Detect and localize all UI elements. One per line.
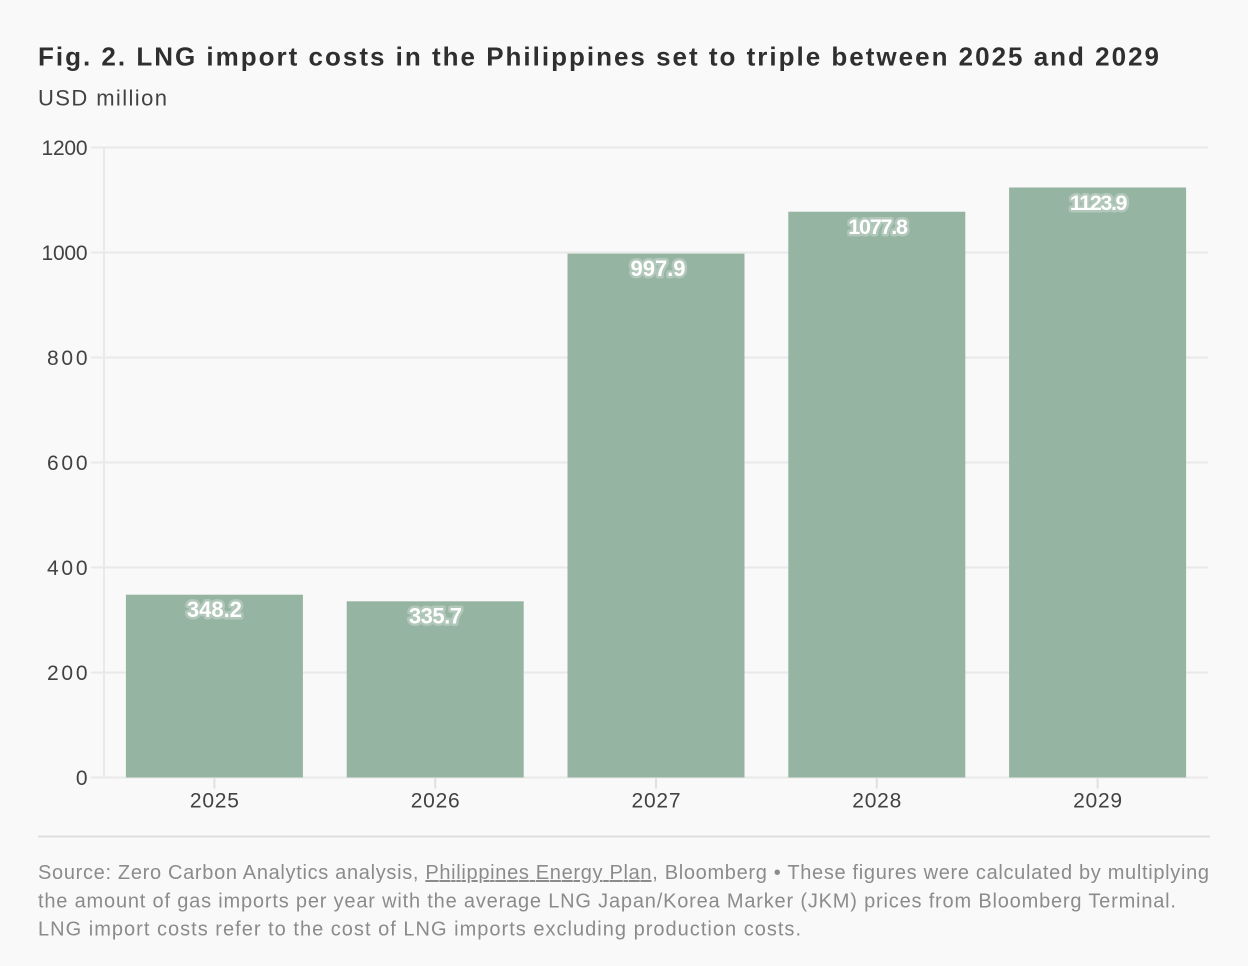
svg-text:Source: Zero Carbon Analytics: Source: Zero Carbon Analytics analysis, … xyxy=(38,862,1209,884)
svg-text:1077.8: 1077.8 xyxy=(848,215,908,239)
svg-text:USD million: USD million xyxy=(38,86,167,111)
svg-text:800: 800 xyxy=(47,347,88,370)
svg-text:600: 600 xyxy=(47,452,88,475)
svg-text:1200: 1200 xyxy=(42,137,88,160)
svg-text:335.7: 335.7 xyxy=(409,604,462,629)
svg-text:1000: 1000 xyxy=(42,242,88,265)
svg-text:2026: 2026 xyxy=(411,790,460,813)
svg-text:2025: 2025 xyxy=(190,790,239,813)
svg-text:2028: 2028 xyxy=(852,790,901,813)
svg-text:997.9: 997.9 xyxy=(630,256,685,281)
svg-text:the amount of gas imports per: the amount of gas imports per year with … xyxy=(38,891,1176,913)
svg-text:2027: 2027 xyxy=(632,790,681,813)
svg-text:Fig. 2. LNG import costs in th: Fig. 2. LNG import costs in the Philippi… xyxy=(38,41,1159,71)
svg-text:0: 0 xyxy=(76,767,88,790)
svg-text:348.2: 348.2 xyxy=(187,597,242,622)
svg-text:200: 200 xyxy=(47,662,88,685)
svg-text:LNG import costs refer to the: LNG import costs refer to the cost of LN… xyxy=(38,919,801,941)
svg-text:2029: 2029 xyxy=(1073,790,1122,813)
svg-text:1123.9: 1123.9 xyxy=(1070,191,1128,215)
svg-text:400: 400 xyxy=(47,557,88,580)
